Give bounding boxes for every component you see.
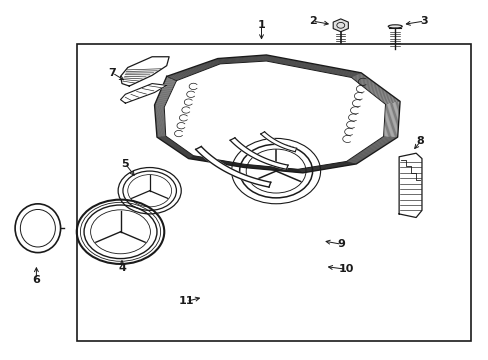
Text: 11: 11 [178,296,194,306]
Bar [77,44,469,341]
Text: 7: 7 [108,68,116,78]
Text: 1: 1 [257,19,265,30]
Text: 9: 9 [337,239,345,249]
Text: 2: 2 [308,16,316,26]
Text: 10: 10 [338,264,354,274]
Polygon shape [398,153,421,217]
Polygon shape [195,147,270,187]
Polygon shape [120,84,166,103]
Ellipse shape [387,25,402,28]
Text: 5: 5 [122,159,129,169]
Text: 3: 3 [420,16,427,26]
Text: 8: 8 [416,136,424,147]
Polygon shape [332,19,347,32]
Text: 6: 6 [32,275,40,285]
Text: 4: 4 [118,262,125,273]
Polygon shape [120,57,169,86]
Polygon shape [230,138,287,169]
Polygon shape [260,132,296,152]
